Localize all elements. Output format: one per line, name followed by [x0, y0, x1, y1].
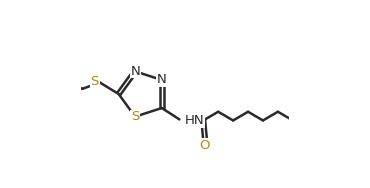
- Text: HN: HN: [185, 114, 204, 127]
- Text: N: N: [130, 65, 140, 78]
- Text: O: O: [200, 139, 210, 152]
- Text: S: S: [91, 75, 99, 88]
- Text: S: S: [131, 110, 139, 123]
- Text: N: N: [157, 74, 166, 86]
